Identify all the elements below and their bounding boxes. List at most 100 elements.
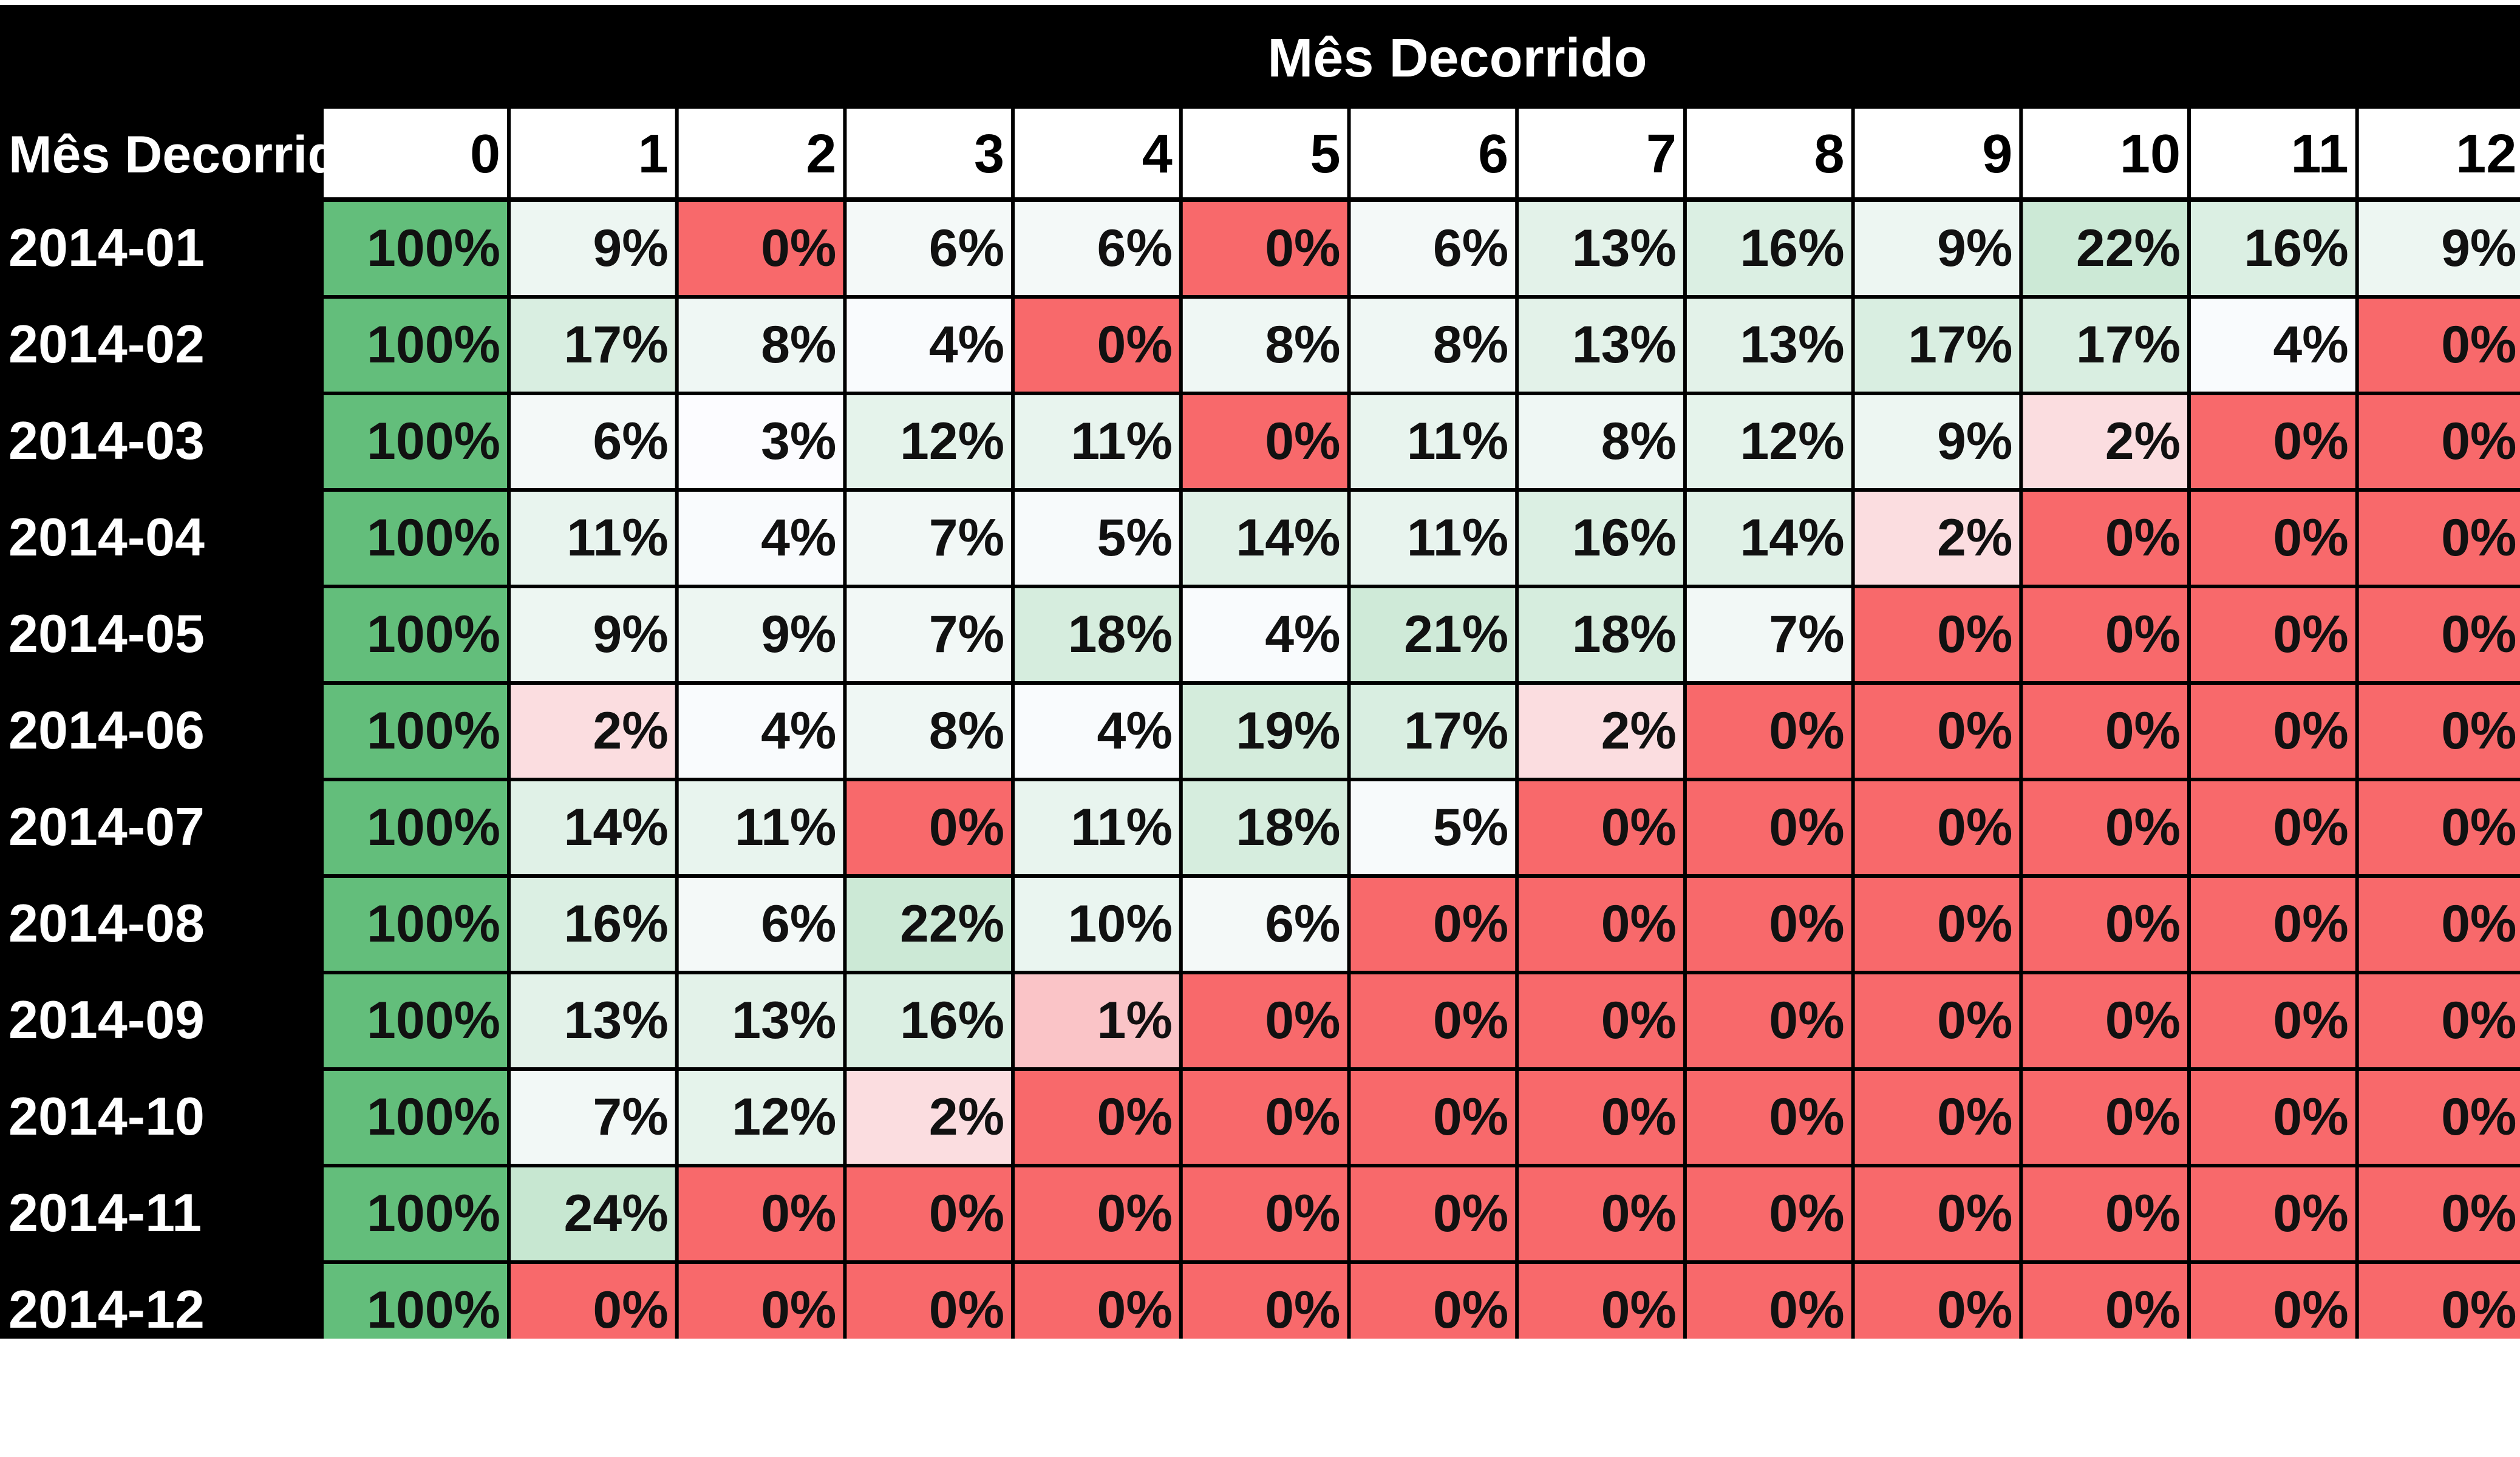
cell-value-label: 16% bbox=[564, 895, 669, 953]
cell-value-label: 0% bbox=[929, 1184, 1004, 1243]
heatmap-cell bbox=[2191, 685, 2355, 778]
cell-value-label: 17% bbox=[1908, 316, 2012, 374]
heatmap-cell bbox=[511, 1167, 675, 1260]
cell-value-label: 0% bbox=[1265, 1088, 1340, 1146]
column-header-cell bbox=[846, 109, 1012, 197]
cell-value-label: 7% bbox=[593, 1088, 668, 1146]
cell-value-label: 19% bbox=[1236, 702, 1340, 760]
cell-value-label: 0% bbox=[1601, 1281, 1677, 1339]
heatmap-cell bbox=[2023, 781, 2187, 874]
cell-value-label: 100% bbox=[367, 702, 500, 760]
heatmap-cell bbox=[1686, 1167, 1851, 1260]
column-header-label: 1 bbox=[638, 124, 669, 185]
heatmap-cell bbox=[1015, 1071, 1179, 1164]
heatmap-cell bbox=[1854, 685, 2020, 778]
heatmap-cell bbox=[1015, 685, 1179, 778]
cell-value-label: 6% bbox=[1097, 219, 1173, 277]
heatmap-cell bbox=[1686, 878, 1851, 971]
heatmap-cell bbox=[2023, 878, 2187, 971]
heatmap-cell bbox=[324, 974, 507, 1067]
cell-value-label: 0% bbox=[1937, 1184, 2012, 1243]
row-label: 2014-06 bbox=[9, 700, 205, 760]
cell-value-label: 0% bbox=[1265, 991, 1340, 1050]
cell-value-label: 0% bbox=[2273, 412, 2348, 470]
chart-title: Mês Decorrido bbox=[1267, 28, 1647, 89]
column-header-label: 9 bbox=[1982, 124, 2012, 185]
column-header-label: 8 bbox=[1814, 124, 1845, 185]
cell-value-label: 0% bbox=[761, 1184, 836, 1243]
heatmap-cell bbox=[324, 492, 507, 585]
cell-value-label: 6% bbox=[1433, 219, 1508, 277]
row-label: 2014-09 bbox=[9, 990, 205, 1050]
cell-value-label: 9% bbox=[1937, 219, 2012, 277]
column-header-label: 4 bbox=[1142, 124, 1173, 185]
heatmap-cell bbox=[2358, 1167, 2520, 1260]
heatmap-cell bbox=[1015, 1264, 1179, 1339]
cell-value-label: 0% bbox=[1769, 1281, 1844, 1339]
heatmap-cell bbox=[1854, 299, 2020, 392]
heatmap-cell bbox=[324, 685, 507, 778]
heatmap-cell bbox=[2358, 1264, 2520, 1339]
cell-value-label: 22% bbox=[2076, 219, 2181, 277]
cell-value-label: 0% bbox=[2441, 412, 2516, 470]
cell-value-label: 24% bbox=[564, 1184, 669, 1243]
cell-value-label: 0% bbox=[1769, 798, 1844, 857]
heatmap-cell bbox=[846, 395, 1012, 488]
cell-value-label: 0% bbox=[2441, 509, 2516, 567]
heatmap-cell bbox=[1854, 781, 2020, 874]
heatmap-cell bbox=[1519, 1264, 1683, 1339]
heatmap-cell bbox=[2191, 202, 2355, 295]
heatmap-cell bbox=[1182, 588, 1347, 681]
cell-value-label: 0% bbox=[1937, 605, 2012, 664]
cell-value-label: 0% bbox=[2273, 1184, 2348, 1243]
cell-value-label: 0% bbox=[761, 219, 836, 277]
heatmap-cell bbox=[1686, 299, 1851, 392]
heatmap-cell bbox=[1854, 395, 2020, 488]
heatmap-cell bbox=[2358, 299, 2520, 392]
cell-value-label: 11% bbox=[567, 509, 668, 567]
cell-value-label: 16% bbox=[2244, 219, 2349, 277]
cell-value-label: 0% bbox=[2105, 1184, 2181, 1243]
heatmap-cell bbox=[2023, 299, 2187, 392]
cell-value-label: 2% bbox=[929, 1088, 1004, 1146]
cell-value-label: 0% bbox=[1601, 895, 1677, 953]
cell-value-label: 0% bbox=[2105, 702, 2181, 760]
cell-value-label: 100% bbox=[367, 509, 500, 567]
heatmap-cell bbox=[1854, 492, 2020, 585]
row-label: 2014-04 bbox=[9, 507, 205, 567]
heatmap-cell bbox=[1350, 685, 1516, 778]
heatmap-cell bbox=[324, 395, 507, 488]
heatmap-cell bbox=[1182, 685, 1347, 778]
heatmap-cell bbox=[1350, 1264, 1516, 1339]
cell-value-label: 0% bbox=[1937, 991, 2012, 1050]
heatmap-cell bbox=[1182, 781, 1347, 874]
heatmap-cell bbox=[1686, 395, 1851, 488]
cell-value-label: 2% bbox=[1937, 509, 2012, 567]
heatmap-cell bbox=[678, 878, 843, 971]
heatmap-cell bbox=[2191, 588, 2355, 681]
cell-value-label: 13% bbox=[1572, 219, 1677, 277]
heatmap-cell bbox=[1854, 202, 2020, 295]
heatmap-cell bbox=[1182, 974, 1347, 1067]
cell-value-label: 11% bbox=[1407, 509, 1508, 567]
column-header-cell bbox=[324, 109, 507, 197]
cell-value-label: 16% bbox=[900, 991, 1004, 1050]
cell-value-label: 0% bbox=[2105, 991, 2181, 1050]
cell-value-label: 0% bbox=[1937, 1281, 2012, 1339]
heatmap-cell bbox=[324, 781, 507, 874]
cell-value-label: 0% bbox=[929, 1281, 1004, 1339]
heatmap-cell bbox=[1854, 1264, 2020, 1339]
heatmap-cell bbox=[2191, 395, 2355, 488]
cell-value-label: 0% bbox=[929, 798, 1004, 857]
cell-value-label: 0% bbox=[1769, 702, 1844, 760]
heatmap-cell bbox=[1015, 878, 1179, 971]
cell-value-label: 100% bbox=[367, 895, 500, 953]
cell-value-label: 0% bbox=[1937, 798, 2012, 857]
title-band bbox=[0, 5, 2520, 107]
cell-value-label: 0% bbox=[2273, 1088, 2348, 1146]
heatmap-cell bbox=[1686, 974, 1851, 1067]
cell-value-label: 11% bbox=[735, 798, 836, 857]
cell-value-label: 0% bbox=[2441, 702, 2516, 760]
cell-value-label: 9% bbox=[761, 605, 836, 664]
row-label-band bbox=[0, 107, 322, 1339]
